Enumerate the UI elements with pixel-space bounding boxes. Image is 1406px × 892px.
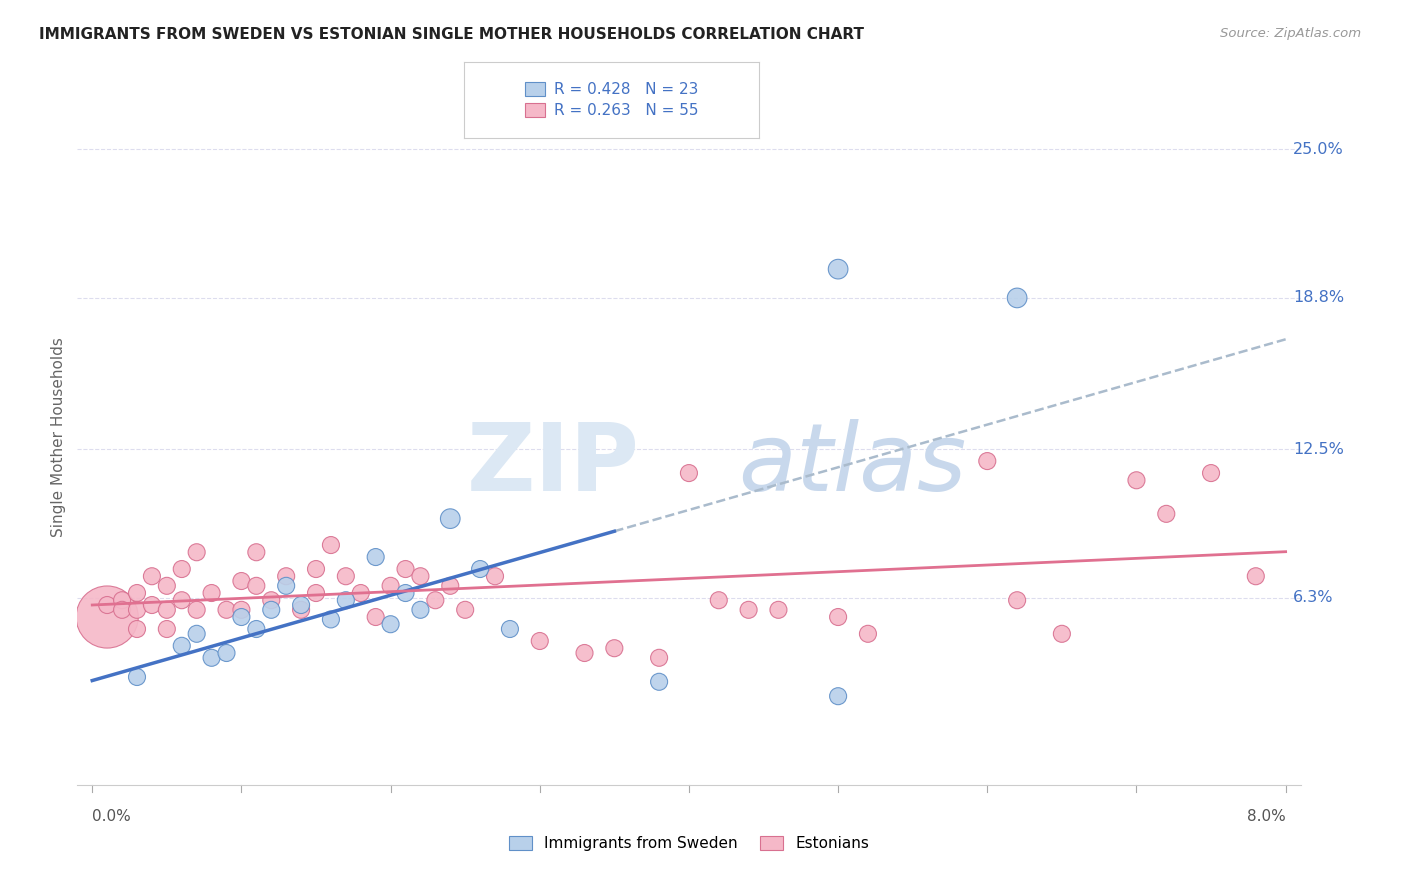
Point	[1005, 593, 1028, 607]
Text: 12.5%: 12.5%	[1294, 442, 1344, 457]
Point	[141, 598, 163, 612]
Point	[827, 610, 849, 624]
Point	[231, 610, 253, 624]
Text: 18.8%: 18.8%	[1294, 291, 1344, 305]
Point	[1156, 507, 1178, 521]
Point	[96, 610, 118, 624]
Text: 6.3%: 6.3%	[1294, 591, 1334, 606]
Point	[319, 538, 342, 552]
Point	[156, 603, 179, 617]
Point	[200, 650, 222, 665]
Point	[603, 641, 626, 656]
Point	[648, 650, 671, 665]
Point	[768, 603, 790, 617]
Point	[409, 569, 432, 583]
Point	[409, 603, 432, 617]
Point	[260, 593, 283, 607]
Point	[156, 622, 179, 636]
Point	[425, 593, 447, 607]
Point	[319, 612, 342, 626]
Point	[215, 646, 238, 660]
Point	[186, 545, 208, 559]
Point	[574, 646, 596, 660]
Point	[125, 586, 148, 600]
Point	[394, 586, 416, 600]
Point	[1244, 569, 1267, 583]
Point	[827, 262, 849, 277]
Point	[380, 617, 402, 632]
Point	[648, 674, 671, 689]
Point	[276, 569, 298, 583]
Point	[499, 622, 522, 636]
Text: IMMIGRANTS FROM SWEDEN VS ESTONIAN SINGLE MOTHER HOUSEHOLDS CORRELATION CHART: IMMIGRANTS FROM SWEDEN VS ESTONIAN SINGL…	[39, 27, 865, 42]
Point	[245, 622, 267, 636]
Point	[170, 639, 193, 653]
Legend: Immigrants from Sweden, Estonians: Immigrants from Sweden, Estonians	[502, 830, 876, 857]
Point	[305, 562, 328, 576]
Point	[290, 603, 312, 617]
Point	[364, 549, 387, 564]
Point	[335, 569, 357, 583]
Point	[1199, 466, 1222, 480]
Point	[529, 634, 551, 648]
Point	[364, 610, 387, 624]
Point	[231, 574, 253, 588]
Point	[1125, 473, 1147, 487]
Y-axis label: Single Mother Households: Single Mother Households	[51, 337, 66, 537]
Point	[737, 603, 759, 617]
Point	[827, 689, 849, 703]
Point	[111, 593, 134, 607]
Point	[141, 569, 163, 583]
Point	[276, 579, 298, 593]
Point	[707, 593, 730, 607]
Point	[245, 579, 267, 593]
Point	[111, 603, 134, 617]
Point	[245, 545, 267, 559]
Point	[305, 586, 328, 600]
Point	[856, 627, 879, 641]
Point	[186, 603, 208, 617]
Point	[170, 562, 193, 576]
Point	[260, 603, 283, 617]
Point	[468, 562, 491, 576]
Point	[678, 466, 700, 480]
Point	[186, 627, 208, 641]
Point	[96, 598, 118, 612]
Point	[215, 603, 238, 617]
Point	[439, 579, 461, 593]
Point	[439, 511, 461, 525]
Text: atlas: atlas	[738, 419, 966, 510]
Point	[125, 622, 148, 636]
Point	[350, 586, 373, 600]
Point	[156, 579, 179, 593]
Point	[231, 603, 253, 617]
Point	[170, 593, 193, 607]
Point	[394, 562, 416, 576]
Point	[454, 603, 477, 617]
Legend: R = 0.428   N = 23, R = 0.263   N = 55: R = 0.428 N = 23, R = 0.263 N = 55	[519, 76, 704, 125]
Text: 25.0%: 25.0%	[1294, 142, 1344, 157]
Point	[380, 579, 402, 593]
Point	[1005, 291, 1028, 305]
Point	[484, 569, 506, 583]
Text: 0.0%: 0.0%	[93, 809, 131, 824]
Point	[290, 598, 312, 612]
Point	[335, 593, 357, 607]
Text: 8.0%: 8.0%	[1247, 809, 1285, 824]
Text: ZIP: ZIP	[467, 419, 640, 511]
Point	[976, 454, 998, 468]
Text: Source: ZipAtlas.com: Source: ZipAtlas.com	[1220, 27, 1361, 40]
Point	[1050, 627, 1073, 641]
Point	[125, 670, 148, 684]
Point	[200, 586, 222, 600]
Point	[125, 603, 148, 617]
